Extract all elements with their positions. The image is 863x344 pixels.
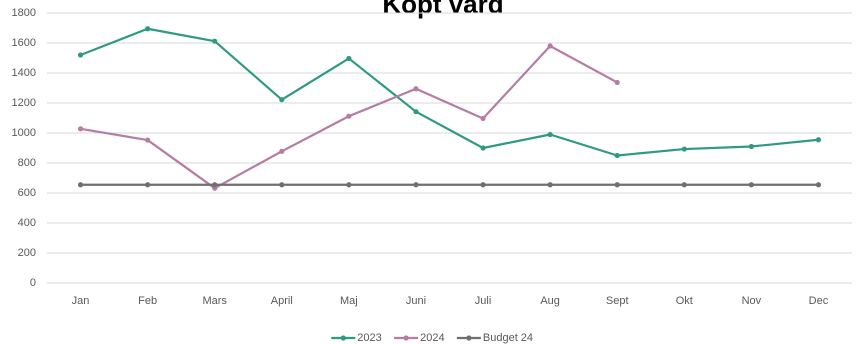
x-tick-label: Mars xyxy=(202,295,227,307)
y-tick-label: 1000 xyxy=(12,127,36,139)
data-point xyxy=(480,182,486,188)
legend-swatch-marker xyxy=(403,335,409,341)
y-tick-label: 1400 xyxy=(12,67,36,79)
x-tick-label: Feb xyxy=(138,295,157,307)
data-point xyxy=(547,43,553,49)
data-point xyxy=(614,182,620,188)
x-tick-label: Okt xyxy=(676,295,693,307)
x-tick-label: Sept xyxy=(606,295,629,307)
data-point xyxy=(547,182,553,188)
x-tick-label: Dec xyxy=(809,295,829,307)
data-point xyxy=(614,152,620,159)
data-point xyxy=(614,79,620,86)
series-1 xyxy=(77,43,620,191)
y-tick-label: 1800 xyxy=(12,7,36,19)
data-point xyxy=(346,182,352,188)
legend: 2023 2024 Budget 24 xyxy=(331,332,533,344)
x-tick-label: Juni xyxy=(406,295,426,307)
data-point xyxy=(815,182,822,188)
series-line xyxy=(80,27,819,157)
data-point xyxy=(77,126,84,132)
data-point xyxy=(279,97,285,103)
data-point xyxy=(547,131,553,138)
data-point xyxy=(748,143,754,150)
y-tick-label: 1600 xyxy=(12,37,36,49)
data-point xyxy=(77,182,84,188)
y-tick-label: 400 xyxy=(18,217,36,229)
data-point xyxy=(145,26,151,32)
x-tick-label: Juli xyxy=(475,295,492,307)
x-tick-label: Jan xyxy=(72,295,90,307)
data-point xyxy=(212,182,218,188)
data-point xyxy=(77,52,84,58)
data-point xyxy=(681,146,687,152)
legend-item: 2023 xyxy=(331,332,382,344)
x-tick-label: Maj xyxy=(340,295,358,307)
data-point xyxy=(346,55,352,62)
data-point xyxy=(212,38,218,44)
data-point xyxy=(279,148,285,154)
y-tick-label: 200 xyxy=(18,247,36,259)
data-point xyxy=(413,86,419,92)
data-point xyxy=(815,137,822,143)
x-tick-label: April xyxy=(271,295,293,307)
data-point xyxy=(413,182,419,188)
y-tick-label: 0 xyxy=(30,277,36,289)
legend-label: 2024 xyxy=(420,332,444,344)
series-2 xyxy=(77,182,822,188)
chart-title: Köpt vård xyxy=(382,0,503,19)
data-point xyxy=(748,182,754,188)
series-0 xyxy=(77,26,822,159)
x-tick-label: Nov xyxy=(742,295,762,307)
legend-swatch-marker xyxy=(466,335,472,341)
data-point xyxy=(145,137,151,143)
legend-label: Budget 24 xyxy=(483,332,533,344)
data-point xyxy=(279,182,285,188)
data-point xyxy=(346,113,352,119)
data-point xyxy=(681,182,687,188)
data-point xyxy=(480,115,486,122)
data-point xyxy=(413,109,419,115)
y-tick-label: 800 xyxy=(18,157,36,169)
x-tick-label: Aug xyxy=(540,295,560,307)
legend-item: Budget 24 xyxy=(456,332,533,344)
y-tick-label: 600 xyxy=(18,187,36,199)
legend-item: 2024 xyxy=(394,332,445,344)
legend-swatch-marker xyxy=(340,335,346,341)
y-tick-label: 1200 xyxy=(12,97,36,109)
data-point xyxy=(145,182,151,188)
legend-label: 2023 xyxy=(357,332,381,344)
data-point xyxy=(480,145,486,151)
